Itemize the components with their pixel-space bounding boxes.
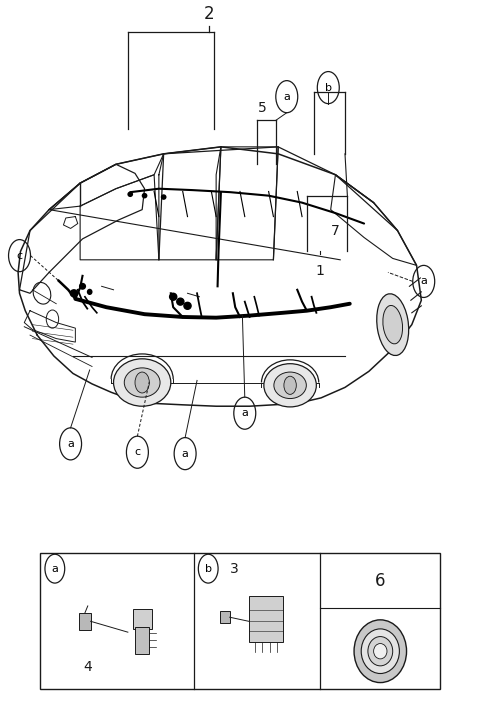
Bar	[135, 628, 149, 654]
Text: b: b	[204, 563, 212, 574]
Ellipse shape	[274, 372, 306, 399]
Ellipse shape	[169, 293, 177, 300]
Ellipse shape	[161, 194, 167, 200]
Bar	[132, 609, 152, 630]
Circle shape	[135, 372, 149, 393]
Circle shape	[284, 376, 296, 395]
Text: c: c	[134, 447, 141, 457]
Text: 2: 2	[204, 5, 214, 23]
Ellipse shape	[184, 302, 191, 309]
Ellipse shape	[383, 306, 403, 344]
Text: 3: 3	[230, 562, 239, 575]
Ellipse shape	[373, 644, 387, 659]
Ellipse shape	[354, 620, 407, 683]
Text: c: c	[16, 251, 23, 261]
Text: a: a	[182, 448, 189, 459]
Ellipse shape	[127, 191, 133, 197]
Text: a: a	[51, 563, 58, 574]
Ellipse shape	[79, 283, 86, 289]
Text: a: a	[420, 277, 427, 287]
Text: 4: 4	[83, 660, 92, 674]
Ellipse shape	[87, 289, 93, 295]
Text: 1: 1	[316, 264, 324, 278]
Text: 6: 6	[375, 572, 385, 590]
Text: a: a	[283, 92, 290, 102]
Ellipse shape	[114, 359, 171, 406]
Text: 7: 7	[331, 224, 340, 237]
Ellipse shape	[124, 368, 160, 397]
Ellipse shape	[264, 364, 316, 407]
Ellipse shape	[361, 629, 399, 674]
Bar	[249, 597, 283, 642]
Bar	[79, 613, 91, 630]
Ellipse shape	[368, 637, 393, 666]
Bar	[220, 611, 230, 623]
Ellipse shape	[377, 294, 408, 356]
Text: 5: 5	[257, 102, 266, 116]
Ellipse shape	[177, 298, 184, 305]
Ellipse shape	[142, 193, 147, 198]
Bar	[39, 554, 441, 689]
Ellipse shape	[70, 289, 78, 297]
Text: b: b	[325, 83, 332, 92]
Text: a: a	[241, 408, 248, 418]
Text: a: a	[67, 439, 74, 449]
